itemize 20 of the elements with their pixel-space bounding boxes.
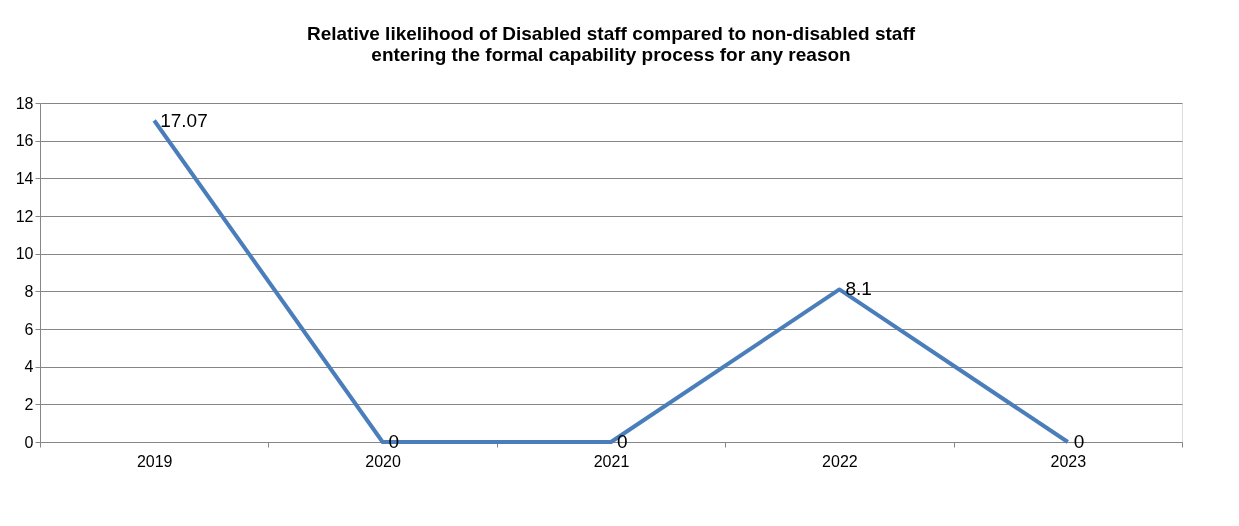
x-tick-label: 2019 [136, 452, 173, 470]
y-tick-label: 18 [15, 94, 34, 112]
x-tick-label: 2020 [365, 452, 401, 470]
data-label: 8.1 [845, 278, 872, 300]
y-tick-label: 6 [24, 320, 34, 338]
y-tick-label: 2 [24, 395, 34, 413]
chart-title: Relative likelihood of Disabled staff compared to non-disabled staff entering the formal capability process for any reason [306, 23, 916, 65]
x-tick-label: 2022 [822, 452, 858, 470]
x-tick-label: 2023 [1050, 452, 1087, 470]
y-tick-label: 4 [24, 358, 34, 376]
data-label: 0 [617, 431, 628, 452]
y-tick-label: 16 [15, 132, 34, 150]
x-tick-label: 2021 [593, 452, 630, 470]
y-tick-label: 10 [15, 245, 34, 263]
y-tick-label: 8 [24, 282, 34, 300]
y-tick-label: 14 [15, 169, 34, 187]
data-label: 0 [1073, 431, 1085, 452]
y-tick-label: 0 [24, 433, 34, 451]
data-label: 17.07 [160, 109, 208, 131]
y-tick-label: 12 [15, 207, 34, 225]
